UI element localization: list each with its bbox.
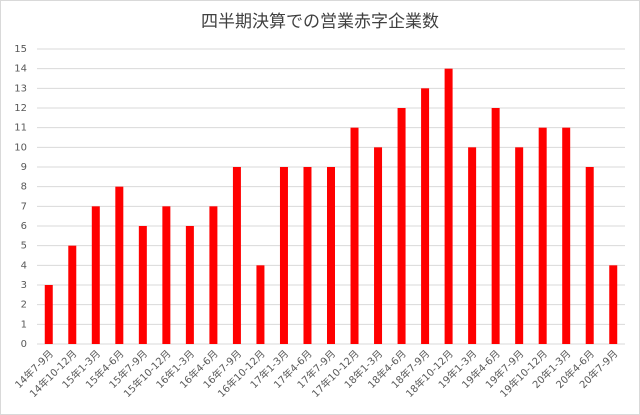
bar: [185, 226, 194, 344]
y-tick-label: 9: [21, 162, 27, 173]
bar: [609, 265, 618, 344]
y-tick-label: 3: [21, 280, 27, 291]
bar: [138, 226, 147, 344]
bar: [397, 108, 406, 344]
y-tick-label: 7: [21, 201, 27, 212]
bar: [256, 265, 265, 344]
y-tick-label: 8: [21, 182, 27, 193]
y-tick-label: 12: [14, 103, 27, 114]
y-tick-label: 13: [14, 83, 27, 94]
bar: [350, 127, 359, 345]
bar: [232, 167, 241, 344]
bar: [468, 147, 477, 344]
bar: [562, 127, 571, 345]
y-tick-label: 2: [21, 300, 27, 311]
y-tick-label: 0: [21, 339, 27, 350]
bar: [585, 167, 594, 344]
bar: [303, 167, 312, 344]
bar: [162, 206, 171, 344]
bar: [491, 108, 500, 344]
bar: [115, 186, 124, 344]
bar: [209, 206, 218, 344]
y-tick-label: 1: [21, 319, 27, 330]
y-tick-label: 6: [21, 221, 27, 232]
bar: [279, 167, 288, 344]
y-tick-label: 15: [14, 44, 27, 55]
y-tick-label: 5: [21, 241, 27, 252]
bar: [538, 127, 547, 345]
bar: [91, 206, 100, 344]
bar: [327, 167, 335, 344]
y-tick-label: 14: [14, 64, 27, 75]
bar: [374, 147, 383, 344]
bar: [444, 68, 453, 345]
y-tick-label: 4: [21, 260, 27, 271]
y-tick-label: 10: [14, 142, 27, 153]
y-tick-label: 11: [14, 123, 27, 134]
bar: [515, 147, 524, 344]
bar: [421, 88, 430, 344]
bar: [68, 245, 77, 344]
bar: [44, 285, 53, 344]
chart-title: 四半期決算での営業赤字企業数: [201, 12, 439, 32]
